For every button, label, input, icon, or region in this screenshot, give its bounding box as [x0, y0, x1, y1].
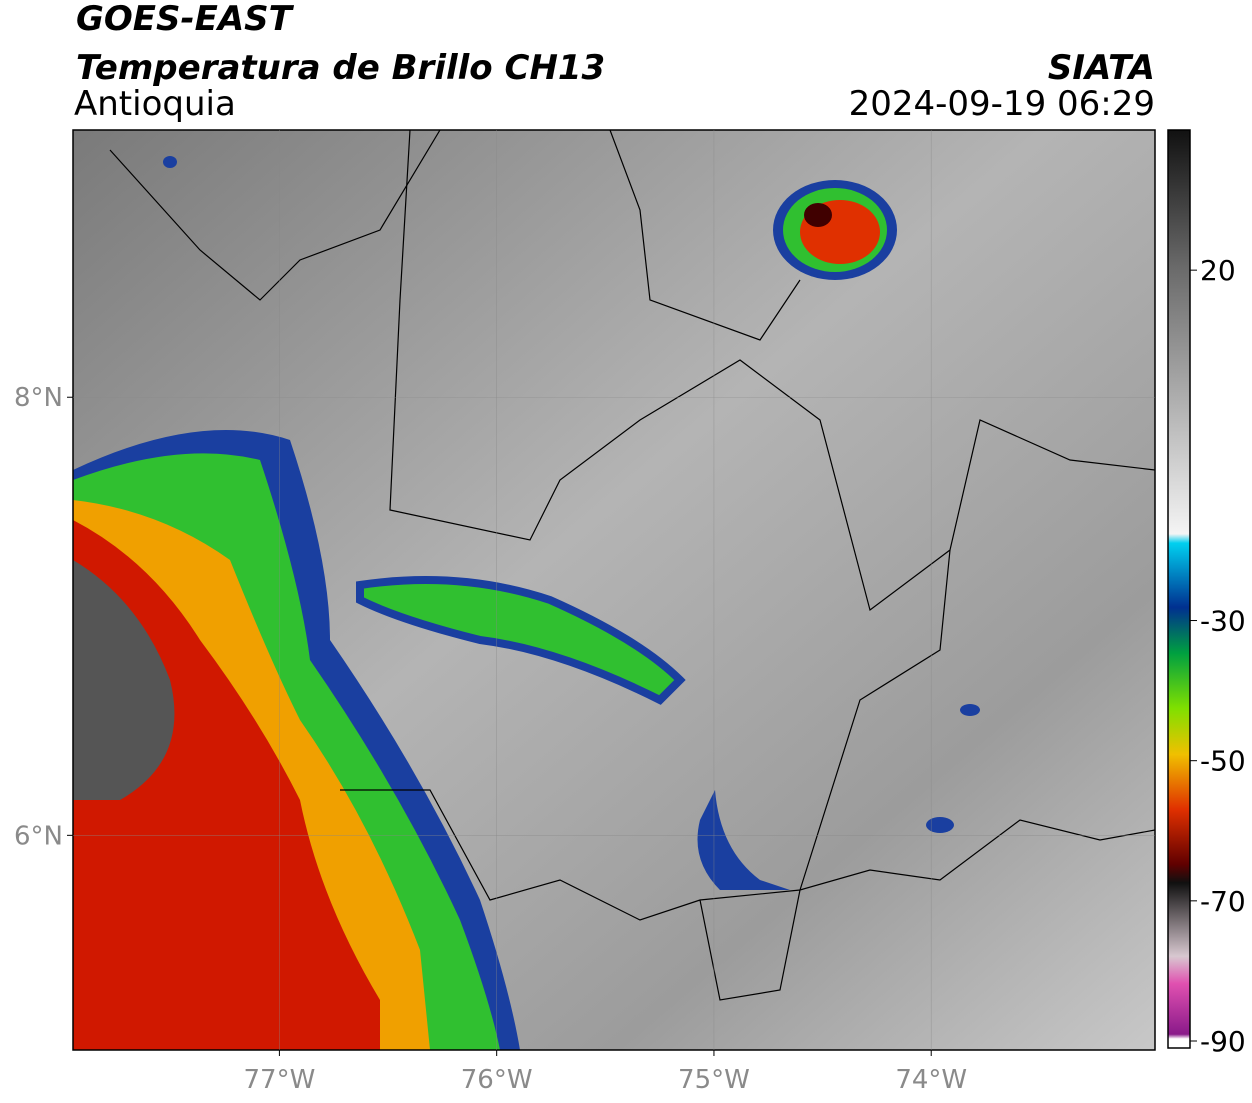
- cloud: [73, 560, 175, 800]
- x-tick-label: 75°W: [678, 1065, 750, 1095]
- y-tick-label: 6°N: [14, 821, 63, 851]
- colorbar-tick-label: -70: [1200, 885, 1246, 918]
- colorbar-tick-label: 20: [1200, 254, 1236, 287]
- border: [340, 549, 1155, 1001]
- cloud: [163, 156, 177, 168]
- colorbar-tick-label: -90: [1200, 1025, 1246, 1058]
- x-tick-label: 74°W: [895, 1065, 967, 1095]
- datetime: 2024-09-19 06:29: [849, 84, 1155, 124]
- map-frame: [72, 129, 1156, 1051]
- cloud: [960, 704, 980, 716]
- cloud: [926, 817, 954, 833]
- cloud: [697, 790, 790, 890]
- x-tick-label: 76°W: [461, 1065, 533, 1095]
- border: [389, 130, 1155, 612]
- subtitle: Temperatura de Brillo CH13: [76, 48, 605, 88]
- cloud: [804, 203, 832, 227]
- region: Antioquia: [74, 84, 236, 124]
- x-tick-label: 77°W: [244, 1065, 316, 1095]
- imagery: [73, 130, 1155, 1050]
- title: GOES-EAST: [76, 0, 295, 39]
- colorbar-tick-label: -30: [1200, 605, 1246, 638]
- y-tick-label: 8°N: [14, 383, 63, 413]
- colorbar-tick-label: -50: [1200, 745, 1246, 778]
- source: SIATA: [1048, 48, 1155, 88]
- colorbar: [1167, 129, 1191, 1049]
- cloud: [356, 576, 686, 705]
- border: [109, 130, 801, 341]
